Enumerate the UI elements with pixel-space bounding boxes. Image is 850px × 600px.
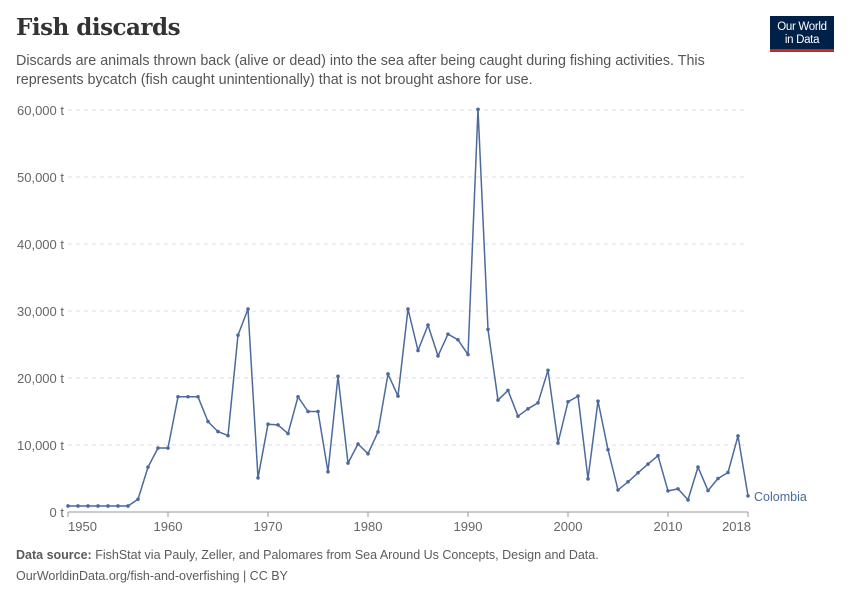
data-point (446, 332, 450, 336)
data-point (576, 394, 580, 398)
x-tick-label: 2018 (722, 519, 751, 534)
source-text: FishStat via Pauly, Zeller, and Palomare… (95, 548, 599, 562)
data-point (266, 422, 270, 427)
data-point (626, 480, 630, 484)
data-point (506, 388, 510, 393)
data-point (236, 333, 240, 337)
data-point (606, 447, 610, 452)
x-tick-label: 1990 (454, 519, 483, 534)
data-point (676, 487, 680, 491)
data-point (356, 442, 360, 446)
data-point (86, 504, 90, 508)
y-tick-label: 60,000 t (17, 103, 64, 118)
data-point (656, 453, 660, 458)
data-point (336, 374, 340, 379)
data-point (736, 434, 740, 438)
y-tick-label: 20,000 t (17, 371, 64, 386)
data-point (276, 423, 280, 427)
x-tick-label: 2000 (554, 519, 583, 534)
data-point (326, 470, 330, 474)
data-point (156, 446, 160, 450)
data-point (256, 476, 260, 480)
data-point (686, 498, 690, 502)
data-point (426, 323, 430, 327)
url-license[interactable]: OurWorldinData.org/fish-and-overfishing … (16, 569, 288, 583)
logo-line-1: Our World (777, 21, 827, 33)
data-source: Data source: FishStat via Pauly, Zeller,… (16, 548, 599, 562)
data-point (436, 354, 440, 358)
data-point (366, 451, 370, 456)
data-point (556, 441, 560, 445)
data-point (376, 430, 380, 434)
x-tick-label: 1950 (68, 519, 97, 534)
y-tick-label: 0 t (50, 505, 65, 520)
page-title: Fish discards (16, 14, 181, 41)
data-point (226, 433, 230, 438)
data-point (536, 400, 540, 405)
data-point (596, 399, 600, 403)
data-point (386, 372, 390, 376)
data-point (726, 470, 730, 475)
data-point (116, 504, 120, 508)
data-point (636, 471, 640, 475)
x-tick-label: 1980 (354, 519, 383, 534)
data-point (516, 414, 520, 418)
data-point (296, 394, 300, 399)
data-point (316, 409, 320, 414)
data-point (76, 504, 80, 508)
data-point (396, 394, 400, 398)
data-point (196, 394, 200, 399)
data-point (306, 409, 310, 414)
data-point (546, 368, 550, 373)
y-tick-label: 50,000 t (17, 170, 64, 185)
data-point (206, 419, 210, 424)
x-tick-label: 1960 (154, 519, 183, 534)
owid-logo[interactable]: Our World in Data (770, 16, 834, 52)
data-point (666, 489, 670, 493)
data-point (466, 352, 470, 357)
data-point (176, 394, 180, 399)
data-point (476, 107, 480, 112)
data-point (456, 338, 460, 342)
data-point (416, 348, 420, 353)
data-point (586, 477, 590, 481)
data-point (346, 461, 350, 465)
data-point (96, 504, 100, 508)
data-point (186, 394, 190, 399)
data-point (716, 476, 720, 481)
logo-line-2: in Data (784, 34, 820, 46)
data-point (486, 327, 490, 332)
chart-subtitle: Discards are animals thrown back (alive … (16, 53, 705, 88)
data-point (166, 446, 170, 450)
data-point (246, 307, 250, 311)
x-tick-label: 1970 (254, 519, 283, 534)
data-point (136, 497, 140, 502)
data-point (646, 462, 650, 466)
data-point (496, 398, 500, 402)
y-tick-label: 30,000 t (17, 304, 64, 319)
source-label: Data source: (16, 548, 92, 562)
y-tick-label: 10,000 t (17, 438, 64, 453)
data-point (216, 429, 220, 434)
x-tick-label: 2010 (654, 519, 683, 534)
data-point (566, 399, 570, 404)
y-tick-label: 40,000 t (17, 237, 64, 252)
data-point (616, 488, 620, 492)
data-point (746, 494, 750, 498)
data-point (126, 504, 130, 508)
data-point (696, 465, 700, 469)
series-label-colombia: Colombia (754, 490, 807, 504)
data-point (106, 504, 110, 508)
data-point (706, 488, 710, 493)
data-point (406, 307, 410, 311)
data-point (66, 504, 70, 508)
data-point (146, 465, 150, 469)
data-point (526, 407, 530, 411)
data-point (286, 431, 290, 436)
